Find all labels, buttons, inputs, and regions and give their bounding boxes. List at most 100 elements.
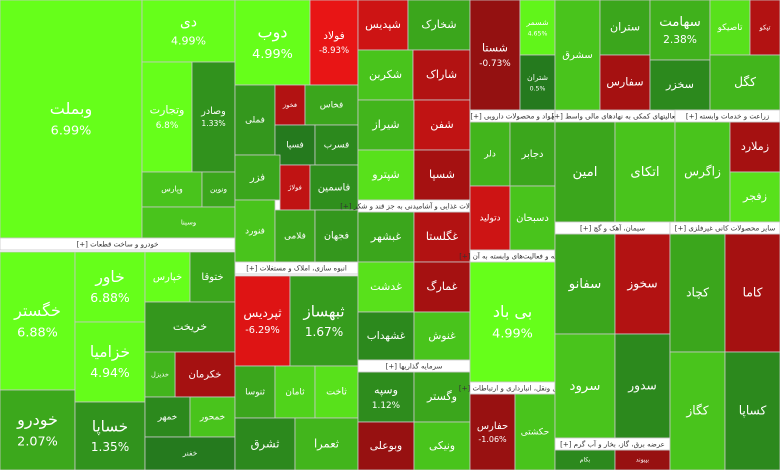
tile-name: خودرو — [16, 410, 58, 430]
tile — [614, 121, 676, 223]
tile — [413, 311, 471, 361]
tile-change: 6.88% — [17, 326, 58, 341]
tile — [357, 371, 415, 423]
tile — [141, 206, 236, 239]
tile — [509, 185, 556, 251]
tile — [357, 149, 415, 201]
tile-name: کساپا — [739, 404, 767, 418]
tile-name: بی باد — [493, 302, 532, 321]
tile-name: غدشت — [370, 280, 402, 293]
tile-change: 1.12% — [372, 401, 400, 411]
tile — [234, 365, 276, 419]
tile — [74, 401, 146, 470]
tile-name: غمارگ — [427, 279, 458, 293]
tile — [234, 199, 276, 263]
tile-name: فولاژ — [287, 184, 302, 192]
tile-name: غبشهر — [370, 230, 402, 243]
tile — [554, 333, 616, 439]
tile-name: شتران — [527, 73, 548, 82]
tile-change: -6.29% — [245, 325, 280, 336]
tile-name: کاما — [743, 286, 763, 300]
sector-name: عرضه برق، گاز، بخار و آب گرم [+] — [560, 440, 665, 449]
tile — [413, 261, 471, 313]
tile-name: دی — [180, 15, 197, 31]
tile-change: 6.99% — [51, 124, 92, 139]
tile-name: بکام — [580, 457, 591, 464]
tile — [649, 59, 711, 111]
tile — [74, 321, 146, 403]
tile-name: خمحور — [199, 413, 225, 423]
tile-name: غشهداب — [367, 329, 406, 342]
tile — [413, 371, 471, 423]
sector-name: انبوه سازی، املاک و مستغلات [+] — [246, 265, 347, 273]
tile — [279, 164, 311, 211]
tile-name: فزر — [249, 173, 265, 184]
tile — [519, 0, 556, 56]
tile — [274, 209, 316, 263]
tile-name: ثامان — [285, 388, 305, 398]
tile-change: 1.33% — [201, 119, 225, 128]
tile — [314, 209, 359, 263]
tile — [413, 421, 471, 470]
tile — [0, 389, 76, 470]
tile-name: تپکو — [759, 24, 771, 32]
tile-name: ثشرق — [251, 437, 280, 452]
tile — [413, 149, 471, 201]
tile — [709, 0, 751, 56]
tile-name: دسبحان — [516, 213, 549, 224]
tile — [314, 124, 359, 166]
tile-change: -1.06% — [478, 435, 507, 444]
tile — [314, 365, 359, 419]
tile-name: شسمر — [525, 18, 548, 27]
tile-name: دوب — [258, 22, 288, 42]
tile — [357, 99, 415, 151]
tile-name: خکرمان — [189, 370, 222, 381]
tile — [509, 121, 556, 187]
sector-name: حمل ونقل، انبارداری و ارتباطات [+] — [459, 385, 566, 393]
sector-header — [674, 109, 780, 123]
tile — [412, 49, 471, 101]
tile-change: 4.65% — [528, 30, 548, 37]
tile — [234, 275, 291, 367]
tile-change: 2.07% — [17, 435, 58, 450]
tile — [234, 84, 276, 156]
tile — [469, 0, 521, 111]
tile-name: اتکای — [630, 165, 659, 180]
sector-name: رایانه و فعالیت‌های وابسته به آن [+] — [459, 252, 566, 261]
tile-change: -8.93% — [319, 46, 349, 56]
tile — [554, 0, 601, 111]
tile-name: فلامی — [284, 232, 306, 242]
tile-change: 6.8% — [156, 121, 179, 131]
tile-name: فخوز — [282, 101, 297, 109]
tile-name: دلر — [483, 150, 496, 160]
tile-name: خگستر — [13, 301, 61, 321]
tile — [729, 121, 780, 173]
tile-name: خزامیا — [90, 343, 130, 362]
tile-name: فولاد — [323, 29, 344, 42]
tile-name: ستران — [610, 21, 640, 34]
tile-name: سشرق — [562, 50, 593, 61]
tile-name: خفنر — [182, 449, 198, 458]
tile — [469, 393, 516, 470]
tile — [304, 84, 359, 126]
sector-header — [669, 221, 780, 235]
tile-name: ثپردیس — [243, 306, 281, 321]
tile — [189, 396, 236, 438]
sector-name: زراعت و خدمات وابسته [+] — [686, 113, 769, 121]
tile — [274, 124, 316, 166]
tile-name: فنورد — [245, 227, 265, 237]
tile-change: 4.99% — [492, 327, 533, 342]
tile-name: خدیزل — [151, 371, 169, 379]
tile — [294, 417, 359, 470]
tile — [141, 61, 193, 173]
tile — [724, 351, 780, 470]
tile-name: شاراک — [426, 68, 457, 81]
tile-name: کگاز — [685, 404, 708, 419]
tile-name: وبوعلی — [370, 439, 402, 452]
tile-name: سرود — [570, 379, 601, 394]
tile-name: کچاد — [686, 286, 709, 300]
tile — [649, 0, 711, 61]
tile-name: ختوقا — [201, 272, 223, 283]
tile-change: 2.38% — [663, 33, 697, 46]
tile-name: وگستر — [426, 390, 457, 403]
